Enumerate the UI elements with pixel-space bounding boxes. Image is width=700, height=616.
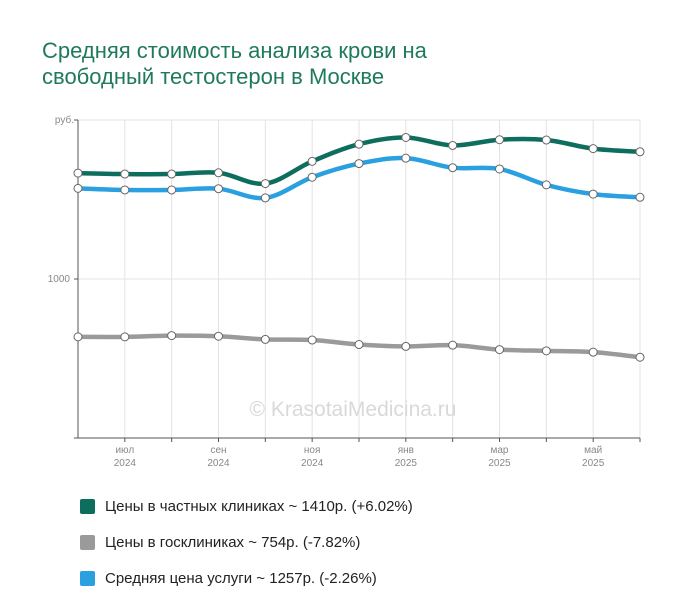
data-point-public <box>588 347 598 357</box>
x-axis-ticks: июл 2024 сен 2024 ноя 2024 янв 2025 мар 2025 май 20… <box>114 438 641 469</box>
data-point-average <box>401 153 411 163</box>
chart-axes: руб. 1000 <box>48 114 640 439</box>
data-point-public <box>495 345 504 355</box>
data-point-average <box>214 184 223 194</box>
legend-swatch-private <box>80 498 95 514</box>
data-point-average <box>635 192 645 202</box>
data-point-average <box>260 193 270 203</box>
legend-item-private[interactable]: Цены в частных клиниках ~ 1410р. (+6.02%… <box>80 488 413 524</box>
data-point-public <box>214 331 223 341</box>
chart-title: Средняя стоимость анализа крови на свобо… <box>42 38 642 90</box>
data-point-average <box>448 163 458 173</box>
data-point-average <box>73 183 83 193</box>
data-point-public <box>354 340 364 350</box>
data-point-private <box>120 169 130 179</box>
data-point-public <box>401 341 411 351</box>
data-point-average <box>307 172 317 182</box>
data-point-public <box>73 332 83 342</box>
data-point-private <box>73 168 83 178</box>
legend-item-average[interactable]: Средняя цена услуги ~ 1257р. (-2.26%) <box>80 560 413 596</box>
x-tick-label-month: июл <box>115 445 134 456</box>
x-tick-label-year: 2024 <box>301 458 324 469</box>
data-point-private <box>495 135 504 145</box>
line-chart: © KrasotaiMedicina.ru руб. 1000 июл 2024 се… <box>48 114 645 469</box>
data-point-average <box>354 159 364 169</box>
data-point-private <box>448 140 458 150</box>
x-tick-label-month: ноя <box>304 445 321 456</box>
x-tick-label-year: 2024 <box>114 458 137 469</box>
y-axis-unit-label: руб. <box>55 114 74 126</box>
legend-swatch-average <box>80 570 95 586</box>
x-tick-label-month: мар <box>491 445 509 456</box>
legend-swatch-public <box>80 534 95 550</box>
data-point-average <box>495 164 504 174</box>
y-tick-label: 1000 <box>48 274 71 285</box>
data-point-private <box>214 168 223 178</box>
legend-item-public[interactable]: Цены в госклиниках ~ 754р. (-7.82%) <box>80 524 413 560</box>
data-point-public <box>260 334 270 344</box>
data-point-private <box>167 169 177 179</box>
chart-title-line-1: Средняя стоимость анализа крови на <box>42 38 427 63</box>
x-tick-label-year: 2025 <box>582 458 605 469</box>
chart-title-line-2: свободный тестостерон в Москве <box>42 64 385 89</box>
data-point-average <box>541 180 551 190</box>
chart-series <box>73 132 645 362</box>
data-point-public <box>635 352 645 362</box>
watermark: © KrasotaiMedicina.ru <box>250 398 457 421</box>
x-tick-label-month: май <box>584 445 602 456</box>
data-point-private <box>354 139 364 149</box>
data-point-private <box>635 147 645 157</box>
data-point-private <box>307 156 317 166</box>
data-point-private <box>401 132 411 142</box>
x-tick-label-month: сен <box>210 445 226 456</box>
data-point-average <box>167 185 177 195</box>
data-point-public <box>120 332 130 342</box>
data-point-average <box>120 185 130 195</box>
x-tick-label-month: янв <box>398 445 414 456</box>
data-point-private <box>541 135 551 145</box>
x-tick-label-year: 2024 <box>207 458 230 469</box>
data-point-public <box>541 346 551 356</box>
legend-label-public: Цены в госклиниках ~ 754р. (-7.82%) <box>105 533 361 551</box>
legend-label-private: Цены в частных клиниках ~ 1410р. (+6.02%… <box>105 497 413 515</box>
data-point-average <box>588 189 598 199</box>
x-tick-label-year: 2025 <box>395 458 418 469</box>
data-point-public <box>448 340 458 350</box>
chart-legend: Цены в частных клиниках ~ 1410р. (+6.02%… <box>80 488 413 596</box>
data-point-public <box>307 335 317 345</box>
data-point-private <box>260 179 270 189</box>
legend-label-average: Средняя цена услуги ~ 1257р. (-2.26%) <box>105 569 377 587</box>
data-point-private <box>588 144 598 154</box>
x-tick-label-year: 2025 <box>488 458 511 469</box>
data-point-public <box>167 331 177 341</box>
